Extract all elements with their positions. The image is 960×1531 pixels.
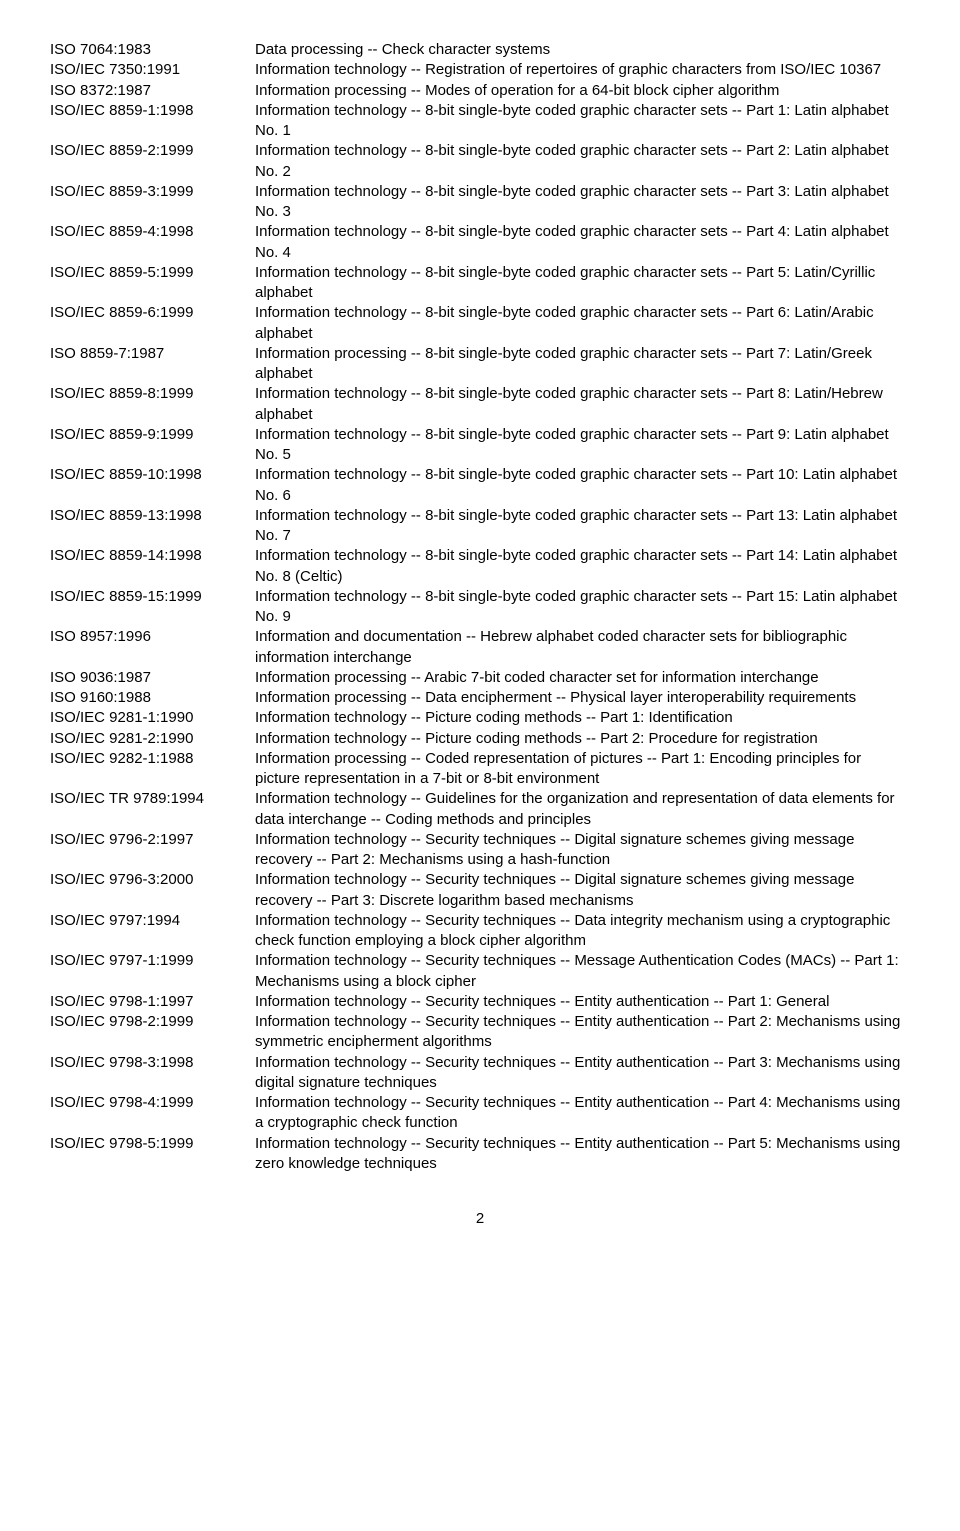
standard-code: ISO/IEC 8859-13:1998 bbox=[50, 506, 255, 526]
standard-code: ISO/IEC 9282-1:1988 bbox=[50, 749, 255, 769]
standard-code: ISO/IEC 8859-5:1999 bbox=[50, 263, 255, 283]
standard-code: ISO/IEC 8859-10:1998 bbox=[50, 465, 255, 485]
standard-code: ISO/IEC 9796-2:1997 bbox=[50, 830, 255, 850]
standard-row: ISO/IEC 8859-10:1998Information technolo… bbox=[50, 465, 910, 506]
standard-row: ISO/IEC 9798-5:1999Information technolog… bbox=[50, 1134, 910, 1175]
standard-description: Information processing -- Modes of opera… bbox=[255, 81, 910, 101]
standard-code: ISO/IEC 9798-5:1999 bbox=[50, 1134, 255, 1154]
standard-description: Information technology -- Picture coding… bbox=[255, 708, 910, 728]
standard-code: ISO/IEC 9798-4:1999 bbox=[50, 1093, 255, 1113]
standard-row: ISO/IEC 8859-5:1999Information technolog… bbox=[50, 263, 910, 304]
standard-description: Information technology -- Security techn… bbox=[255, 911, 910, 952]
standard-code: ISO/IEC 8859-2:1999 bbox=[50, 141, 255, 161]
standard-code: ISO/IEC 8859-4:1998 bbox=[50, 222, 255, 242]
standard-row: ISO/IEC 8859-8:1999Information technolog… bbox=[50, 384, 910, 425]
standard-code: ISO 8859-7:1987 bbox=[50, 344, 255, 364]
standard-description: Information technology -- 8-bit single-b… bbox=[255, 182, 910, 223]
standard-row: ISO/IEC 9798-1:1997Information technolog… bbox=[50, 992, 910, 1012]
standard-description: Information technology -- Picture coding… bbox=[255, 729, 910, 749]
standard-description: Information technology -- Security techn… bbox=[255, 1093, 910, 1134]
standard-row: ISO 8372:1987Information processing -- M… bbox=[50, 81, 910, 101]
standard-description: Information technology -- 8-bit single-b… bbox=[255, 506, 910, 547]
standard-row: ISO/IEC 8859-13:1998Information technolo… bbox=[50, 506, 910, 547]
standard-description: Information technology -- Security techn… bbox=[255, 951, 910, 992]
standard-row: ISO 8859-7:1987Information processing --… bbox=[50, 344, 910, 385]
standard-description: Information technology -- Security techn… bbox=[255, 1012, 910, 1053]
standard-description: Information technology -- 8-bit single-b… bbox=[255, 303, 910, 344]
standard-code: ISO/IEC 8859-6:1999 bbox=[50, 303, 255, 323]
page-number: 2 bbox=[50, 1209, 910, 1229]
standard-code: ISO/IEC 8859-15:1999 bbox=[50, 587, 255, 607]
standard-code: ISO/IEC TR 9789:1994 bbox=[50, 789, 255, 809]
standard-row: ISO/IEC 9796-2:1997Information technolog… bbox=[50, 830, 910, 871]
standard-description: Data processing -- Check character syste… bbox=[255, 40, 910, 60]
standard-row: ISO/IEC 9281-2:1990Information technolog… bbox=[50, 729, 910, 749]
standard-description: Information technology -- Security techn… bbox=[255, 992, 910, 1012]
standard-row: ISO 9036:1987Information processing -- A… bbox=[50, 668, 910, 688]
standard-row: ISO/IEC 8859-6:1999Information technolog… bbox=[50, 303, 910, 344]
standard-row: ISO/IEC 8859-4:1998Information technolog… bbox=[50, 222, 910, 263]
standard-code: ISO 9036:1987 bbox=[50, 668, 255, 688]
standard-row: ISO 7064:1983Data processing -- Check ch… bbox=[50, 40, 910, 60]
standard-description: Information processing -- Arabic 7-bit c… bbox=[255, 668, 910, 688]
standard-row: ISO/IEC 9798-2:1999Information technolog… bbox=[50, 1012, 910, 1053]
standard-code: ISO 9160:1988 bbox=[50, 688, 255, 708]
standard-code: ISO/IEC 8859-1:1998 bbox=[50, 101, 255, 121]
standard-row: ISO/IEC 8859-2:1999Information technolog… bbox=[50, 141, 910, 182]
standard-code: ISO/IEC 7350:1991 bbox=[50, 60, 255, 80]
standard-code: ISO/IEC 8859-8:1999 bbox=[50, 384, 255, 404]
standard-description: Information technology -- 8-bit single-b… bbox=[255, 101, 910, 142]
standard-row: ISO/IEC 9798-3:1998Information technolog… bbox=[50, 1053, 910, 1094]
standard-row: ISO/IEC 9798-4:1999Information technolog… bbox=[50, 1093, 910, 1134]
standard-code: ISO/IEC 8859-14:1998 bbox=[50, 546, 255, 566]
standard-description: Information technology -- 8-bit single-b… bbox=[255, 465, 910, 506]
standards-list: ISO 7064:1983Data processing -- Check ch… bbox=[50, 40, 910, 1174]
standard-code: ISO 8372:1987 bbox=[50, 81, 255, 101]
standard-description: Information processing -- Data encipherm… bbox=[255, 688, 910, 708]
standard-code: ISO/IEC 8859-9:1999 bbox=[50, 425, 255, 445]
standard-description: Information technology -- 8-bit single-b… bbox=[255, 546, 910, 587]
standard-row: ISO 9160:1988Information processing -- D… bbox=[50, 688, 910, 708]
standard-row: ISO/IEC TR 9789:1994Information technolo… bbox=[50, 789, 910, 830]
standard-description: Information processing -- 8-bit single-b… bbox=[255, 344, 910, 385]
standard-description: Information technology -- 8-bit single-b… bbox=[255, 425, 910, 466]
standard-description: Information technology -- Registration o… bbox=[255, 60, 910, 80]
standard-code: ISO/IEC 9797-1:1999 bbox=[50, 951, 255, 971]
standard-description: Information technology -- 8-bit single-b… bbox=[255, 263, 910, 304]
standard-row: ISO/IEC 7350:1991Information technology … bbox=[50, 60, 910, 80]
standard-code: ISO/IEC 9798-2:1999 bbox=[50, 1012, 255, 1032]
standard-row: ISO/IEC 9282-1:1988Information processin… bbox=[50, 749, 910, 790]
standard-code: ISO/IEC 9798-3:1998 bbox=[50, 1053, 255, 1073]
standard-row: ISO/IEC 8859-15:1999Information technolo… bbox=[50, 587, 910, 628]
standard-row: ISO/IEC 9281-1:1990Information technolog… bbox=[50, 708, 910, 728]
standard-row: ISO/IEC 8859-1:1998Information technolog… bbox=[50, 101, 910, 142]
standard-code: ISO 7064:1983 bbox=[50, 40, 255, 60]
standard-description: Information technology -- Security techn… bbox=[255, 830, 910, 871]
standard-row: ISO 8957:1996Information and documentati… bbox=[50, 627, 910, 668]
standard-description: Information technology -- 8-bit single-b… bbox=[255, 222, 910, 263]
standard-row: ISO/IEC 8859-3:1999Information technolog… bbox=[50, 182, 910, 223]
standard-description: Information technology -- 8-bit single-b… bbox=[255, 587, 910, 628]
standard-description: Information processing -- Coded represen… bbox=[255, 749, 910, 790]
standard-row: ISO/IEC 9796-3:2000Information technolog… bbox=[50, 870, 910, 911]
standard-code: ISO/IEC 9281-2:1990 bbox=[50, 729, 255, 749]
standard-description: Information technology -- 8-bit single-b… bbox=[255, 141, 910, 182]
standard-row: ISO/IEC 8859-9:1999Information technolog… bbox=[50, 425, 910, 466]
standard-description: Information technology -- 8-bit single-b… bbox=[255, 384, 910, 425]
standard-description: Information technology -- Security techn… bbox=[255, 1134, 910, 1175]
standard-row: ISO/IEC 9797:1994Information technology … bbox=[50, 911, 910, 952]
standard-code: ISO/IEC 9797:1994 bbox=[50, 911, 255, 931]
standard-description: Information technology -- Security techn… bbox=[255, 1053, 910, 1094]
standard-row: ISO/IEC 9797-1:1999Information technolog… bbox=[50, 951, 910, 992]
standard-description: Information and documentation -- Hebrew … bbox=[255, 627, 910, 668]
standard-code: ISO/IEC 8859-3:1999 bbox=[50, 182, 255, 202]
standard-description: Information technology -- Security techn… bbox=[255, 870, 910, 911]
standard-description: Information technology -- Guidelines for… bbox=[255, 789, 910, 830]
standard-code: ISO/IEC 9281-1:1990 bbox=[50, 708, 255, 728]
standard-row: ISO/IEC 8859-14:1998Information technolo… bbox=[50, 546, 910, 587]
standard-code: ISO/IEC 9796-3:2000 bbox=[50, 870, 255, 890]
standard-code: ISO 8957:1996 bbox=[50, 627, 255, 647]
standard-code: ISO/IEC 9798-1:1997 bbox=[50, 992, 255, 1012]
